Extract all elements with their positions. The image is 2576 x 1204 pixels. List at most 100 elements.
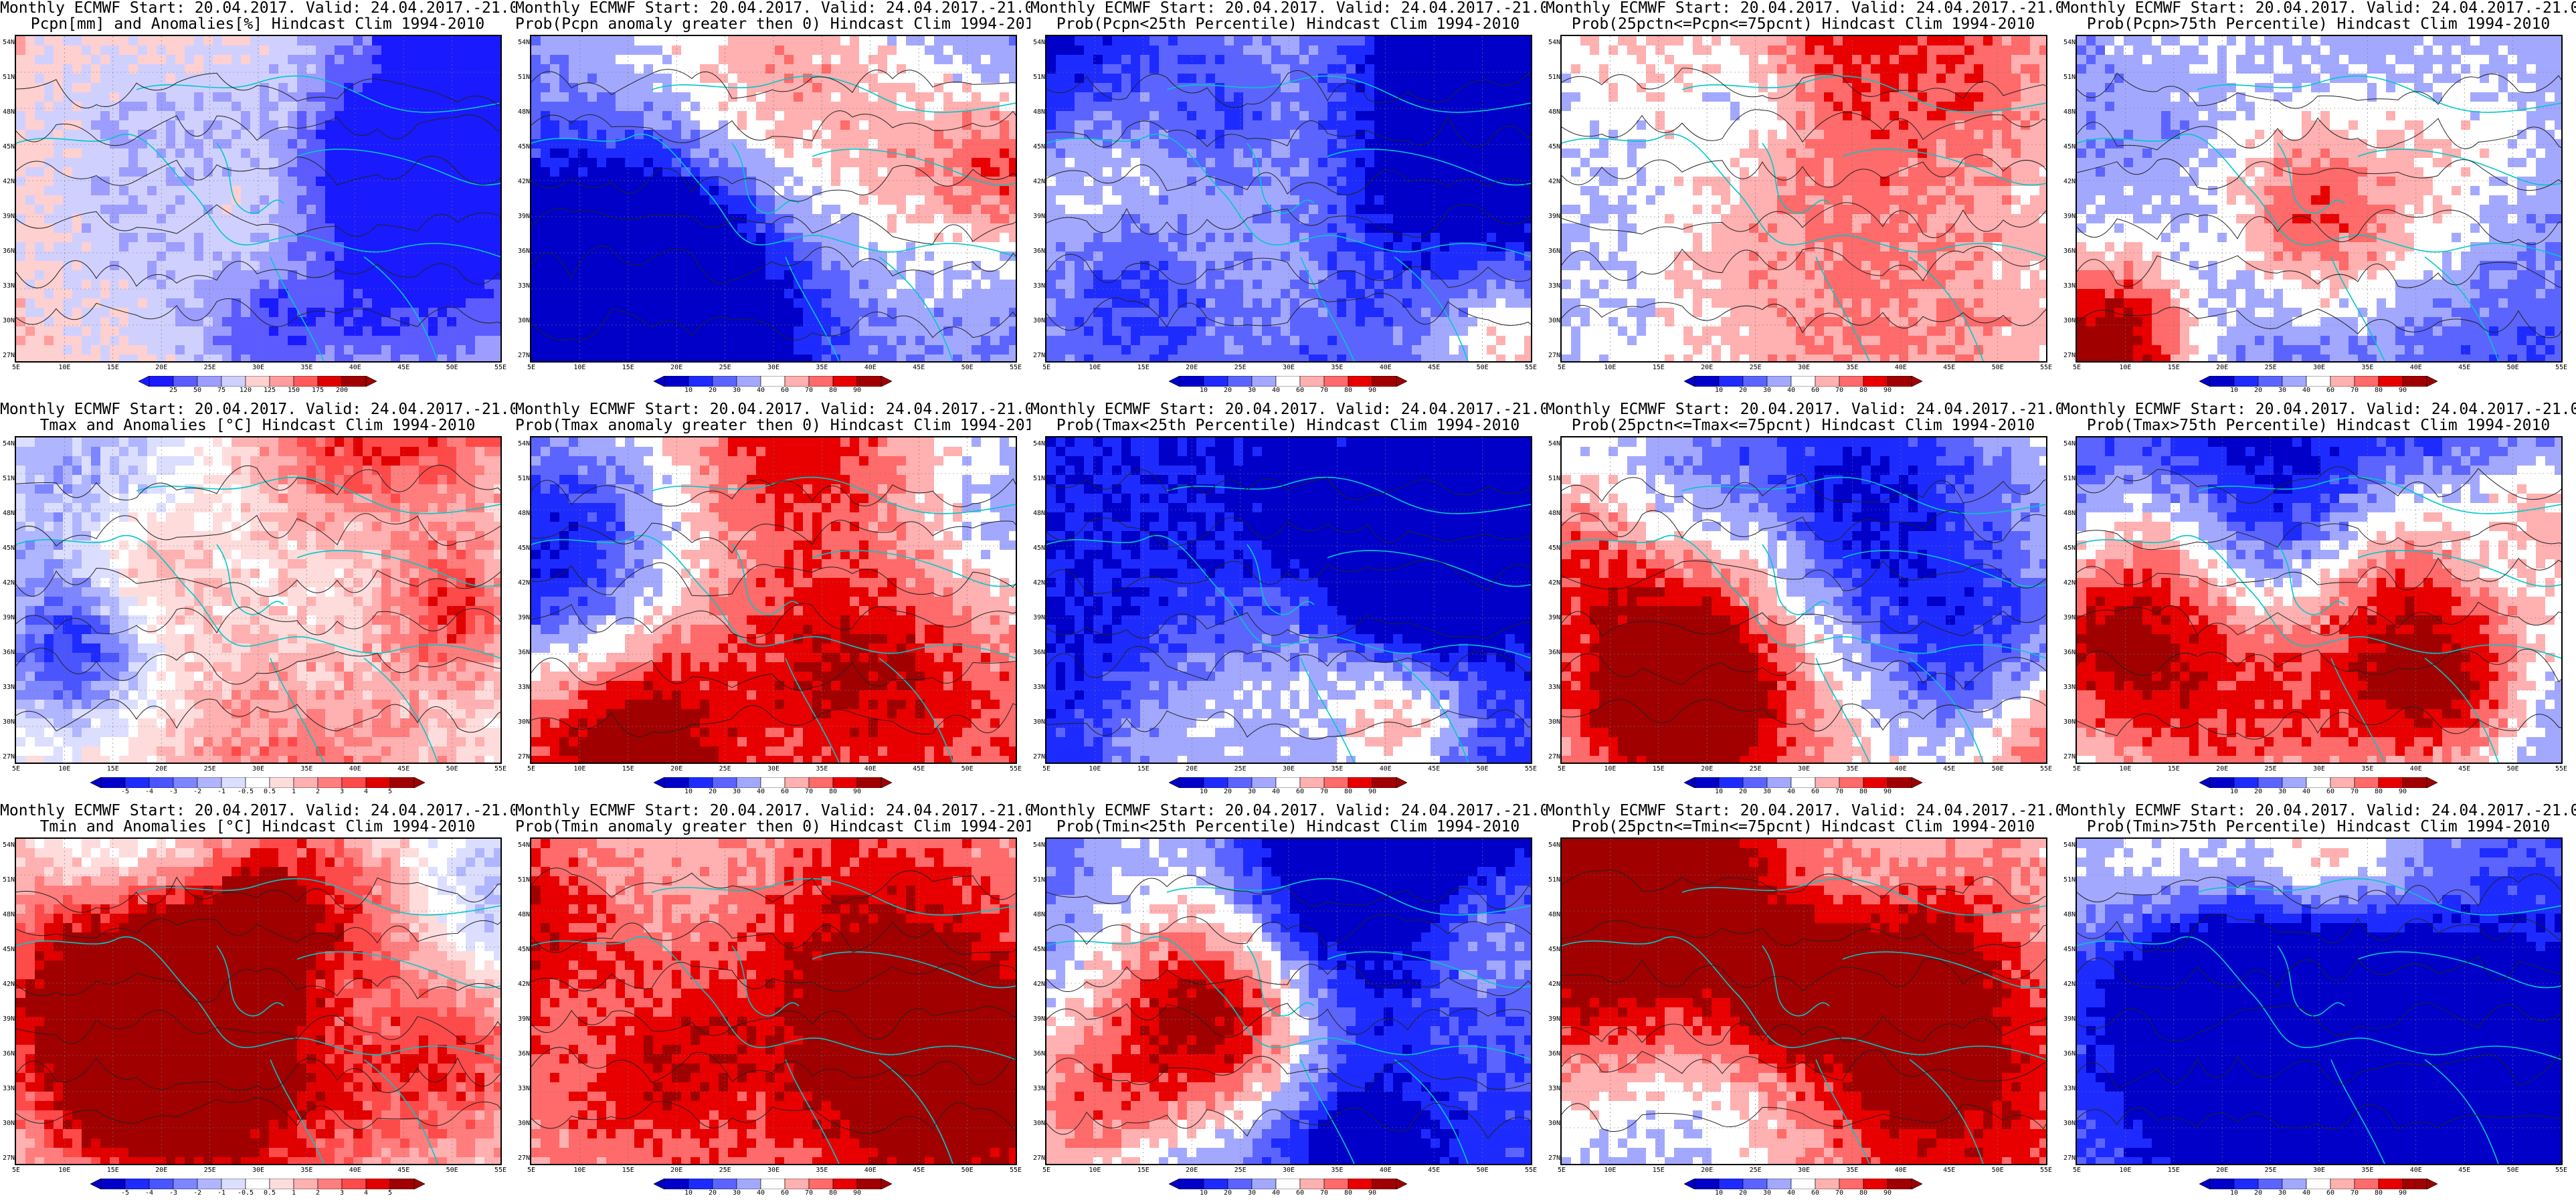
lon-tick-label: 10E xyxy=(1085,765,1105,773)
lat-tick-label: 30N xyxy=(1546,718,1560,726)
lat-tick-label: 51N xyxy=(0,876,15,884)
lat-tick-label: 30N xyxy=(0,1120,15,1127)
colorbar-label: 25 xyxy=(163,387,183,394)
panel-title-line1: Monthly ECMWF Start: 20.04.2017. Valid: … xyxy=(2061,401,2576,417)
forecast-map xyxy=(530,837,1017,1165)
lon-tick-label: 40E xyxy=(1376,765,1396,773)
lon-tick-label: 15E xyxy=(1649,1167,1669,1174)
panel-title-line2: Prob(Tmax<25th Percentile) Hindcast Clim… xyxy=(1030,417,1546,433)
lon-tick-label: 5E xyxy=(521,1167,541,1174)
lon-tick-label: 25E xyxy=(2261,1167,2281,1174)
lat-tick-label: 27N xyxy=(515,352,530,359)
lat-tick-label: 36N xyxy=(515,1050,530,1058)
lat-tick-label: 33N xyxy=(1030,684,1045,691)
colorbar-label: 40 xyxy=(751,1189,771,1197)
lon-tick-label: 50E xyxy=(2503,765,2523,773)
colorbar-label: 80 xyxy=(2369,1189,2389,1197)
colorbar-label: 70 xyxy=(2344,387,2365,394)
lat-tick-label: 51N xyxy=(1030,876,1045,884)
lat-tick-label: 48N xyxy=(1546,108,1560,116)
lon-tick-label: 45E xyxy=(909,1167,929,1174)
colorbar-label: 2 xyxy=(308,788,328,795)
lon-tick-label: 30E xyxy=(763,364,784,371)
lon-tick-label: 10E xyxy=(54,364,74,371)
lat-tick-label: 39N xyxy=(1030,1015,1045,1023)
colorbar-label: 80 xyxy=(2369,788,2389,795)
lat-tick-label: 45N xyxy=(0,143,15,150)
panel-title-line1: Monthly ECMWF Start: 20.04.2017. Valid: … xyxy=(1030,401,1546,417)
colorbar-label: -1 xyxy=(211,1189,232,1197)
panel-title-line1: Monthly ECMWF Start: 20.04.2017. Valid: … xyxy=(515,803,1030,819)
lon-tick-label: 35E xyxy=(1327,1167,1347,1174)
colorbar-label: 30 xyxy=(727,387,747,394)
colorbar-label: 80 xyxy=(1338,387,1358,394)
lat-tick-label: 48N xyxy=(515,510,530,517)
colorbar-label: 200 xyxy=(332,387,352,394)
lon-tick-label: 15E xyxy=(618,1167,638,1174)
lon-tick-label: 30E xyxy=(248,364,268,371)
lat-tick-label: 39N xyxy=(1030,213,1045,220)
lon-tick-label: 55E xyxy=(1006,1167,1026,1174)
colorbar-label: 70 xyxy=(799,1189,819,1197)
lat-tick-label: 48N xyxy=(0,911,15,918)
lon-tick-label: 45E xyxy=(393,1167,413,1174)
lon-tick-label: 45E xyxy=(2454,765,2474,773)
forecast-map xyxy=(530,35,1017,363)
panel-title-line1: Monthly ECMWF Start: 20.04.2017. Valid: … xyxy=(1030,0,1546,16)
lat-tick-label: 27N xyxy=(1030,753,1045,761)
colorbar-label: 3 xyxy=(332,788,352,795)
lon-tick-label: 25E xyxy=(1230,765,1251,773)
lat-tick-label: 54N xyxy=(0,841,15,849)
lat-tick-label: 45N xyxy=(515,143,530,150)
panel-title-line2: Prob(Tmin anomaly greater then 0) Hindca… xyxy=(515,819,1030,835)
colorbar-label: 60 xyxy=(1290,788,1310,795)
colorbar-label: 90 xyxy=(1877,1189,1898,1197)
colorbar-label: -3 xyxy=(163,788,183,795)
colorbar-label: 60 xyxy=(1290,1189,1310,1197)
lon-tick-label: 10E xyxy=(1600,1167,1620,1174)
lat-tick-label: 45N xyxy=(0,946,15,953)
panel-title: Monthly ECMWF Start: 20.04.2017. Valid: … xyxy=(515,401,1030,433)
colorbar-label: 175 xyxy=(308,387,328,394)
colorbar-label: 80 xyxy=(1338,1189,1358,1197)
panel-title-line2: Prob(25pctn<=Tmax<=75pcnt) Hindcast Clim… xyxy=(1546,417,2061,433)
lon-tick-label: 25E xyxy=(1230,1167,1251,1174)
lon-tick-label: 50E xyxy=(957,364,978,371)
colorbar-label: 80 xyxy=(823,788,843,795)
lon-tick-label: 50E xyxy=(2503,1167,2523,1174)
colorbar-label: 60 xyxy=(2320,788,2340,795)
lat-tick-label: 39N xyxy=(1030,614,1045,621)
lon-tick-label: 40E xyxy=(1376,1167,1396,1174)
lat-tick-label: 33N xyxy=(0,684,15,691)
colorbar-label: 60 xyxy=(775,387,795,394)
panel-title-line2: Prob(Pcpn<25th Percentile) Hindcast Clim… xyxy=(1030,16,1546,32)
lon-tick-label: 35E xyxy=(2357,364,2377,371)
lat-tick-label: 30N xyxy=(2061,317,2076,324)
lat-tick-label: 36N xyxy=(1546,1050,1560,1058)
lat-tick-label: 42N xyxy=(515,178,530,185)
lon-tick-label: 45E xyxy=(909,364,929,371)
colorbar-label: 60 xyxy=(775,788,795,795)
colorbar xyxy=(1169,376,1407,387)
lon-tick-label: 15E xyxy=(618,364,638,371)
colorbar-label: -5 xyxy=(115,788,135,795)
lat-tick-label: 48N xyxy=(1546,510,1560,517)
map-panel: Monthly ECMWF Start: 20.04.2017. Valid: … xyxy=(1546,401,2061,803)
colorbar-label: 10 xyxy=(1194,387,1214,394)
colorbar-label: 120 xyxy=(236,387,256,394)
lat-tick-label: 30N xyxy=(2061,718,2076,726)
lat-tick-label: 45N xyxy=(1030,946,1045,953)
colorbar-label: 10 xyxy=(678,788,699,795)
lat-tick-label: 42N xyxy=(0,178,15,185)
colorbar-label: 40 xyxy=(1266,387,1286,394)
lat-tick-label: 27N xyxy=(2061,1155,2076,1162)
lon-tick-label: 25E xyxy=(1746,765,1766,773)
colorbar-label: -0.5 xyxy=(236,1189,256,1197)
lat-tick-label: 30N xyxy=(515,718,530,726)
lat-tick-label: 36N xyxy=(0,649,15,656)
lat-tick-label: 45N xyxy=(1546,946,1560,953)
colorbar-label: 50 xyxy=(187,387,207,394)
colorbar-label: -0.5 xyxy=(236,788,256,795)
map-panel: Monthly ECMWF Start: 20.04.2017. Valid: … xyxy=(1030,803,1546,1204)
lat-tick-label: 27N xyxy=(1546,352,1560,359)
